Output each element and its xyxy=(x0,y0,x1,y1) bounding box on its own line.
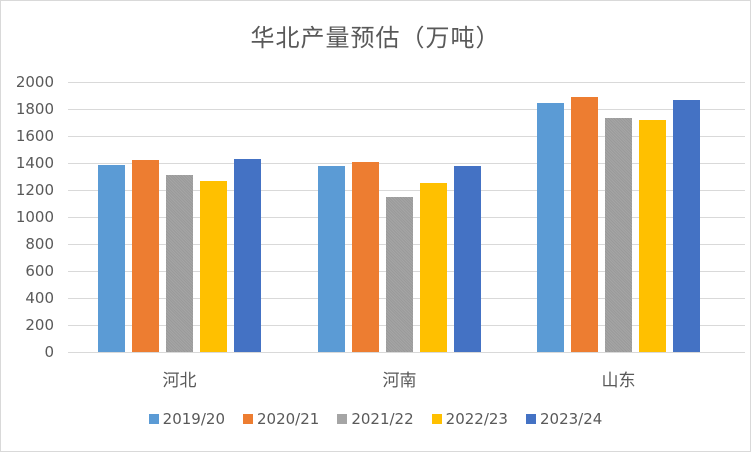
legend-item: 2019/20 xyxy=(148,410,225,428)
legend: 2019/20 2020/21 2021/22 2022/23 2023/24 xyxy=(0,410,751,428)
bar-河南-2021/22 xyxy=(386,197,413,352)
y-tick-label: 400 xyxy=(25,289,54,307)
y-tick-label: 0 xyxy=(44,343,54,361)
y-tick-label: 1600 xyxy=(15,127,54,145)
bar-山东-2021/22 xyxy=(605,118,632,352)
bar-河南-2023/24 xyxy=(454,165,481,352)
y-tick-label: 1800 xyxy=(15,100,54,118)
bar-河北-2021/22 xyxy=(166,175,193,352)
bar-河北-2023/24 xyxy=(234,158,261,352)
bar-山东-2020/21 xyxy=(571,97,598,352)
x-category-label: 山东 xyxy=(601,371,636,391)
legend-label: 2021/22 xyxy=(351,410,414,428)
gridline xyxy=(68,163,745,164)
gridline xyxy=(68,352,745,353)
gridline xyxy=(68,190,745,191)
gridline xyxy=(68,109,745,110)
bar-山东-2022/23 xyxy=(639,120,666,352)
legend-item: 2022/23 xyxy=(431,410,508,428)
bar-山东-2023/24 xyxy=(673,100,700,352)
legend-item: 2023/24 xyxy=(525,410,603,428)
legend-label: 2020/21 xyxy=(257,410,320,428)
bar-河北-2020/21 xyxy=(132,160,159,352)
y-tick-label: 1000 xyxy=(15,208,54,226)
legend-label: 2019/20 xyxy=(162,410,225,428)
y-tick-label: 1200 xyxy=(15,181,54,199)
y-tick-label: 800 xyxy=(25,235,54,253)
bar-河北-2022/23 xyxy=(200,181,227,352)
gridline xyxy=(68,136,745,137)
legend-swatch-icon xyxy=(525,414,536,424)
x-category-label: 河北 xyxy=(162,371,197,391)
legend-swatch-icon xyxy=(243,414,253,424)
legend-item: 2020/21 xyxy=(243,410,319,428)
bar-河南-2019/20 xyxy=(318,165,345,352)
y-tick-label: 1400 xyxy=(15,154,54,172)
bar-河南-2022/23 xyxy=(420,183,447,352)
legend-label: 2022/23 xyxy=(445,410,508,428)
legend-swatch-icon xyxy=(337,414,348,424)
bar-河北-2019/20 xyxy=(98,165,125,352)
legend-swatch-icon xyxy=(431,414,442,424)
y-tick-label: 200 xyxy=(25,316,54,334)
x-category-label: 河南 xyxy=(382,371,417,391)
bar-河南-2020/21 xyxy=(352,162,379,352)
legend-label: 2023/24 xyxy=(539,410,603,428)
legend-swatch-icon xyxy=(148,414,159,424)
legend-item: 2021/22 xyxy=(337,410,414,428)
chart-title: 华北产量预估（万吨） xyxy=(250,24,501,52)
y-tick-label: 2000 xyxy=(15,73,54,91)
bar-山东-2019/20 xyxy=(537,102,564,352)
y-tick-label: 600 xyxy=(25,262,54,280)
gridline xyxy=(68,82,745,83)
